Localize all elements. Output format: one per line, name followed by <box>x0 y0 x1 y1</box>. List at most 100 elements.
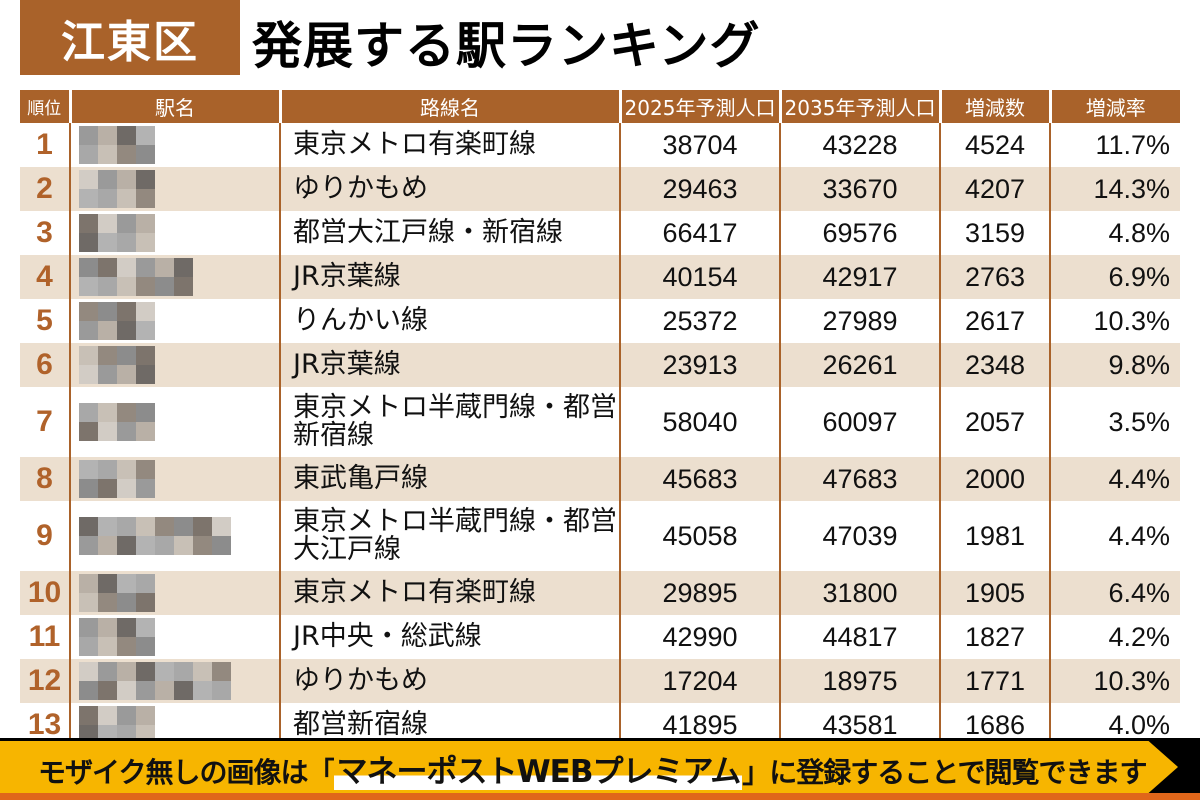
rate-cell: 11.7% <box>1049 123 1180 167</box>
rate-cell: 10.3% <box>1049 659 1180 703</box>
pop2035-cell: 44817 <box>779 615 940 659</box>
line-cell: JR京葉線 <box>279 255 620 299</box>
line-cell: JR京葉線 <box>279 343 620 387</box>
line-cell: 東京メトロ半蔵門線・都営新宿線 <box>279 387 620 457</box>
station-mosaic <box>79 346 155 384</box>
change-cell: 2348 <box>939 343 1050 387</box>
pop2025-cell: 40154 <box>619 255 780 299</box>
rate-cell: 14.3% <box>1049 167 1180 211</box>
rate-cell: 4.8% <box>1049 211 1180 255</box>
pop2035-cell: 69576 <box>779 211 940 255</box>
station-cell <box>69 457 280 501</box>
header-pop2035: 2035年予測人口 <box>778 90 940 123</box>
line-cell: 東京メトロ有楽町線 <box>279 123 620 167</box>
pop2035-cell: 47039 <box>779 501 940 571</box>
pop2025-cell: 25372 <box>619 299 780 343</box>
change-cell: 1981 <box>939 501 1050 571</box>
station-cell <box>69 571 280 615</box>
rank-cell: 9 <box>20 501 70 571</box>
table-row: 3 都営大江戸線・新宿線 66417 69576 3159 4.8% <box>20 211 1180 255</box>
line-cell: ゆりかもめ <box>279 659 620 703</box>
station-mosaic <box>79 403 155 441</box>
station-mosaic <box>79 214 155 252</box>
station-mosaic <box>79 258 193 296</box>
header-rank: 順位 <box>20 90 70 123</box>
pop2035-cell: 43228 <box>779 123 940 167</box>
table-row: 10 東京メトロ有楽町線 29895 31800 1905 6.4% <box>20 571 1180 615</box>
pop2035-cell: 60097 <box>779 387 940 457</box>
station-mosaic <box>79 517 231 555</box>
station-cell <box>69 123 280 167</box>
table-row: 4 JR京葉線 40154 42917 2763 6.9% <box>20 255 1180 299</box>
station-cell <box>69 659 280 703</box>
line-cell: 東京メトロ有楽町線 <box>279 571 620 615</box>
station-mosaic <box>79 126 155 164</box>
pop2025-cell: 29895 <box>619 571 780 615</box>
pop2035-cell: 47683 <box>779 457 940 501</box>
header-line: 路線名 <box>278 90 620 123</box>
banner-suffix: 」に登録することで閲覧できます <box>742 756 1147 789</box>
station-mosaic <box>79 460 155 498</box>
banner-edge <box>0 793 1200 800</box>
banner-text: モザイク無しの画像は「マネーポストWEBプレミアム」に登録することで閲覧できます <box>38 746 1147 791</box>
rank-cell: 1 <box>20 123 70 167</box>
rank-cell: 5 <box>20 299 70 343</box>
pop2035-cell: 42917 <box>779 255 940 299</box>
pop2035-cell: 18975 <box>779 659 940 703</box>
rank-cell: 12 <box>20 659 70 703</box>
table-row: 8 東武亀戸線 45683 47683 2000 4.4% <box>20 457 1180 501</box>
rate-cell: 3.5% <box>1049 387 1180 457</box>
table-row: 9 東京メトロ半蔵門線・都営大江戸線 45058 47039 1981 4.4% <box>20 501 1180 571</box>
change-cell: 3159 <box>939 211 1050 255</box>
line-cell: 東武亀戸線 <box>279 457 620 501</box>
line-cell: ゆりかもめ <box>279 167 620 211</box>
banner-prefix: モザイク無しの画像は「 <box>38 756 335 789</box>
station-cell <box>69 615 280 659</box>
station-cell <box>69 299 280 343</box>
rank-cell: 2 <box>20 167 70 211</box>
header-station: 駅名 <box>68 90 280 123</box>
banner-highlight[interactable]: マネーポストWEBプレミアム <box>334 754 743 790</box>
header-change: 増減数 <box>938 90 1050 123</box>
premium-banner[interactable]: モザイク無しの画像は「マネーポストWEBプレミアム」に登録することで閲覧できます <box>0 738 1200 800</box>
pop2035-cell: 31800 <box>779 571 940 615</box>
station-cell <box>69 343 280 387</box>
rank-cell: 4 <box>20 255 70 299</box>
rank-cell: 8 <box>20 457 70 501</box>
station-cell <box>69 501 280 571</box>
line-cell: 都営大江戸線・新宿線 <box>279 211 620 255</box>
rank-cell: 6 <box>20 343 70 387</box>
page-title: 発展する駅ランキング <box>252 17 761 75</box>
rate-cell: 9.8% <box>1049 343 1180 387</box>
rank-cell: 3 <box>20 211 70 255</box>
station-cell <box>69 387 280 457</box>
station-cell <box>69 255 280 299</box>
pop2025-cell: 66417 <box>619 211 780 255</box>
pop2035-cell: 26261 <box>779 343 940 387</box>
rate-cell: 4.4% <box>1049 501 1180 571</box>
rank-cell: 11 <box>20 615 70 659</box>
station-mosaic <box>79 170 155 208</box>
station-cell <box>69 211 280 255</box>
table-row: 7 東京メトロ半蔵門線・都営新宿線 58040 60097 2057 3.5% <box>20 387 1180 457</box>
table-row: 11 JR中央・総武線 42990 44817 1827 4.2% <box>20 615 1180 659</box>
rate-cell: 4.2% <box>1049 615 1180 659</box>
pop2025-cell: 17204 <box>619 659 780 703</box>
rate-cell: 6.9% <box>1049 255 1180 299</box>
change-cell: 2057 <box>939 387 1050 457</box>
rank-cell: 7 <box>20 387 70 457</box>
table-row: 1 東京メトロ有楽町線 38704 43228 4524 11.7% <box>20 123 1180 167</box>
table-row: 12 ゆりかもめ 17204 18975 1771 10.3% <box>20 659 1180 703</box>
line-cell: 東京メトロ半蔵門線・都営大江戸線 <box>279 501 620 571</box>
table-row: 2 ゆりかもめ 29463 33670 4207 14.3% <box>20 167 1180 211</box>
change-cell: 1905 <box>939 571 1050 615</box>
change-cell: 1771 <box>939 659 1050 703</box>
header-rate: 増減率 <box>1048 90 1180 123</box>
rate-cell: 10.3% <box>1049 299 1180 343</box>
rank-cell: 10 <box>20 571 70 615</box>
pop2025-cell: 58040 <box>619 387 780 457</box>
station-mosaic <box>79 662 231 700</box>
pop2025-cell: 29463 <box>619 167 780 211</box>
line-cell: りんかい線 <box>279 299 620 343</box>
station-mosaic <box>79 302 155 340</box>
